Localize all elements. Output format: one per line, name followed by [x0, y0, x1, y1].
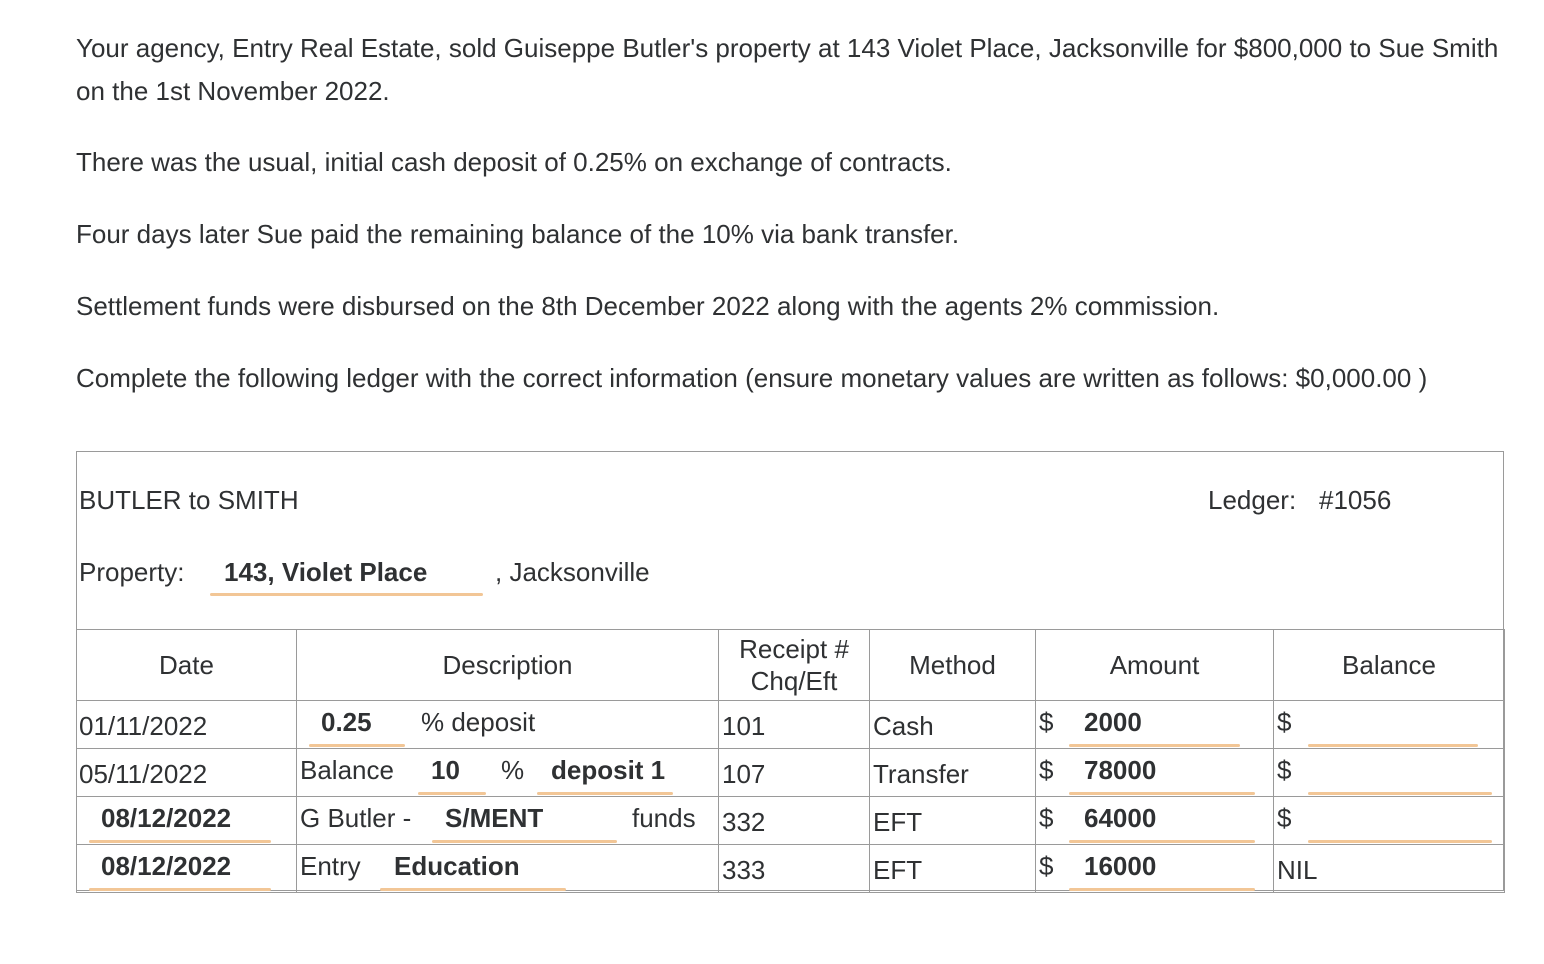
currency-symbol: $	[1039, 755, 1054, 785]
ledger-table: Date Description Receipt # Chq/Eft Method…	[76, 629, 1505, 893]
property-label: Property:	[79, 557, 185, 587]
table-row: 08/12/2022 G Butler - S/MENT funds 332 E…	[76, 796, 1505, 845]
currency-symbol: $	[1277, 755, 1292, 785]
commission-description-input[interactable]: Education	[394, 851, 520, 881]
table-row: 05/11/2022 Balance 10 % deposit 1 107 Tr…	[76, 748, 1505, 797]
description-cell: Entry Education	[296, 844, 719, 893]
receipt-cell: 332	[718, 796, 870, 845]
header-description: Description	[296, 629, 719, 701]
amount-input[interactable]: 78000	[1084, 755, 1157, 785]
amount-cell: $ 78000	[1035, 748, 1274, 797]
currency-symbol: $	[1277, 707, 1292, 737]
description-cell: G Butler - S/MENT funds	[296, 796, 719, 845]
date-input[interactable]: 08/12/2022	[101, 803, 232, 833]
amount-input[interactable]: 16000	[1084, 851, 1157, 881]
amount-input[interactable]: 2000	[1084, 707, 1142, 737]
ledger-number-label: Ledger:	[1208, 485, 1297, 515]
description-cell: Balance 10 % deposit 1	[296, 748, 719, 797]
receipt-cell: 333	[718, 844, 870, 893]
settlement-description-input[interactable]: S/MENT	[445, 803, 544, 833]
property-suffix: , Jacksonville	[495, 557, 650, 587]
balance-cell: NIL	[1273, 844, 1505, 893]
currency-symbol: $	[1039, 851, 1054, 881]
instruction-paragraph: Complete the following ledger with the c…	[76, 363, 1428, 393]
property-input-underline	[210, 593, 483, 596]
header-method: Method	[869, 629, 1036, 701]
balance-percent-input[interactable]: 10	[431, 755, 460, 785]
amount-input[interactable]: 64000	[1084, 803, 1157, 833]
intro-paragraph-3: Four days later Sue paid the remaining b…	[76, 219, 960, 249]
balance-cell: $	[1273, 796, 1505, 845]
method-cell: EFT	[869, 844, 1036, 893]
ledger-number: #1056	[1319, 485, 1392, 515]
balance-description-input[interactable]: deposit 1	[551, 755, 666, 785]
method-cell: Transfer	[869, 748, 1036, 797]
amount-cell: $ 64000	[1035, 796, 1274, 845]
property-input[interactable]: 143, Violet Place	[224, 557, 428, 587]
table-row: 08/12/2022 Entry Education 333 EFT $ 160…	[76, 844, 1505, 893]
method-cell: EFT	[869, 796, 1036, 845]
date-cell: 05/11/2022	[76, 748, 297, 797]
balance-nil: NIL	[1277, 855, 1318, 885]
amount-cell: $ 2000	[1035, 700, 1274, 749]
currency-symbol: $	[1039, 803, 1054, 833]
header-date: Date	[76, 629, 297, 701]
header-amount: Amount	[1035, 629, 1274, 701]
intro-paragraph-4: Settlement funds were disbursed on the 8…	[76, 291, 1220, 321]
date-cell: 01/11/2022	[76, 700, 297, 749]
ledger-form: BUTLER to SMITH Ledger: #1056 Property: …	[76, 451, 1505, 893]
header-balance: Balance	[1273, 629, 1505, 701]
currency-symbol: $	[1039, 707, 1054, 737]
currency-symbol: $	[1277, 803, 1292, 833]
receipt-cell: 107	[718, 748, 870, 797]
intro-paragraph-2: There was the usual, initial cash deposi…	[76, 147, 952, 177]
balance-cell: $	[1273, 748, 1505, 797]
date-input[interactable]: 08/12/2022	[101, 851, 232, 881]
table-row: 01/11/2022 0.25 % deposit 101 Cash $ 200…	[76, 700, 1505, 749]
header-receipt: Receipt # Chq/Eft	[718, 629, 870, 701]
intro-paragraph-1: Your agency, Entry Real Estate, sold Gui…	[76, 33, 1499, 106]
date-cell: 08/12/2022	[76, 844, 297, 893]
balance-cell: $	[1273, 700, 1505, 749]
receipt-cell: 101	[718, 700, 870, 749]
ledger-title: BUTLER to SMITH	[79, 485, 299, 515]
amount-cell: $ 16000	[1035, 844, 1274, 893]
method-cell: Cash	[869, 700, 1036, 749]
deposit-percent-input[interactable]: 0.25	[321, 707, 372, 737]
date-cell: 08/12/2022	[76, 796, 297, 845]
description-cell: 0.25 % deposit	[296, 700, 719, 749]
